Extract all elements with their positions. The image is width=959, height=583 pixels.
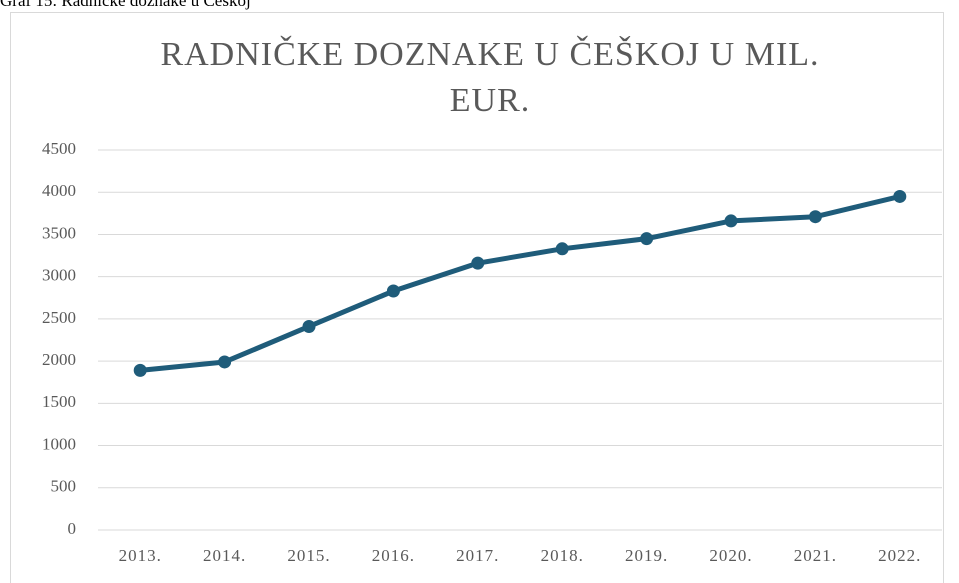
y-tick-label: 0 xyxy=(68,519,77,538)
point xyxy=(218,355,232,369)
y-tick-label: 4000 xyxy=(42,181,76,200)
chart-frame xyxy=(10,12,944,583)
point xyxy=(133,363,147,377)
point xyxy=(302,319,316,333)
caption: Graf 15: Radničke doznake u Češkoj xyxy=(0,0,251,10)
x-tick-label: 2013. xyxy=(119,546,162,565)
y-tick-label: 500 xyxy=(51,477,77,496)
point xyxy=(893,189,907,203)
y-tick-label: 3000 xyxy=(42,266,76,285)
point xyxy=(555,242,569,256)
y-tick-label: 1500 xyxy=(42,392,76,411)
point xyxy=(386,284,400,298)
x-tick-label: 2019. xyxy=(625,546,668,565)
point xyxy=(471,256,485,270)
x-tick-label: 2015. xyxy=(287,546,330,565)
y-tick-label: 3500 xyxy=(42,223,76,242)
x-tick-label: 2016. xyxy=(372,546,415,565)
y-tick-label: 4500 xyxy=(42,139,76,158)
y-tick-label: 2000 xyxy=(42,350,76,369)
x-tick-label: 2021. xyxy=(794,546,837,565)
y-tick-label: 2500 xyxy=(42,308,76,327)
point xyxy=(724,214,738,228)
x-tick-label: 2014. xyxy=(203,546,246,565)
point xyxy=(808,210,822,224)
y-tick-label: 1000 xyxy=(42,434,76,453)
x-tick-label: 2017. xyxy=(456,546,499,565)
x-tick-label: 2018. xyxy=(541,546,584,565)
point xyxy=(640,232,654,246)
x-tick-label: 2022. xyxy=(878,546,921,565)
chart-title: RADNIČKE DOZNAKE U ČEŠKOJ U MIL. EUR. xyxy=(160,36,820,119)
x-tick-label: 2020. xyxy=(709,546,752,565)
line xyxy=(137,193,903,373)
